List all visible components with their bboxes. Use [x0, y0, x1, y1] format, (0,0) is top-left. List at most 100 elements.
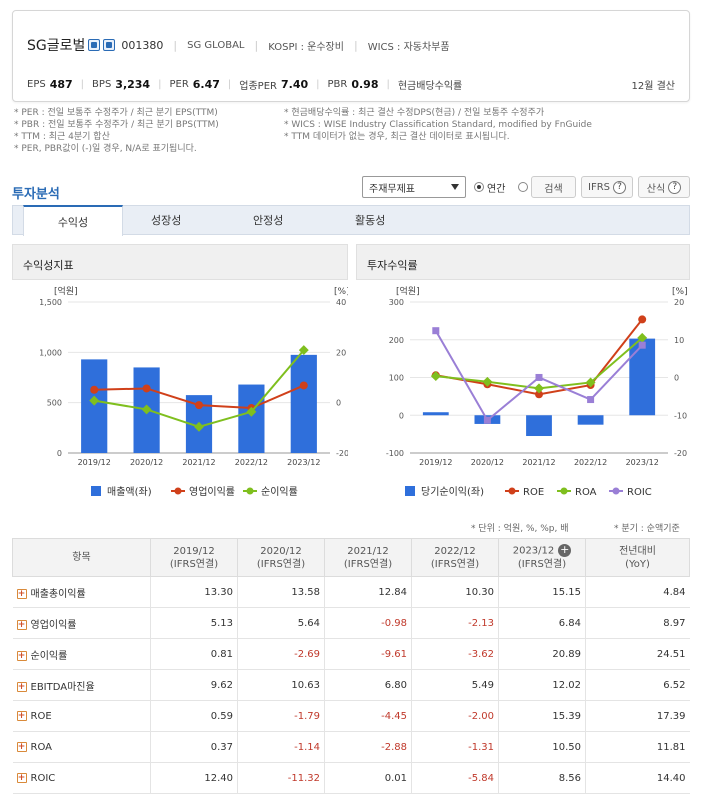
left-tick-label: 300	[389, 298, 404, 307]
column-header-year: 2019/12 (IFRS연결)	[150, 538, 238, 577]
formula-help-button[interactable]: 산식?	[638, 176, 690, 198]
bar	[81, 359, 108, 453]
series-point	[534, 383, 544, 394]
tab-stability[interactable]: 안정성	[253, 214, 284, 227]
bar	[629, 338, 656, 416]
right-axis-label: [%]	[672, 287, 688, 297]
note-line: * 현금배당수익률 : 최근 결산 수정DPS(현금) / 전일 보통주 수정주…	[284, 108, 545, 118]
x-tick-label: 2020/12	[130, 458, 163, 467]
legend-marker	[560, 487, 568, 495]
company-name: SG글로벌	[27, 38, 86, 54]
row-label: ROIC	[30, 772, 56, 784]
metric-value: 0.98	[351, 78, 379, 91]
metric-label: PBR	[327, 79, 348, 90]
series-point	[246, 406, 257, 417]
series-point	[638, 341, 646, 349]
yoy-cell: 8.97	[585, 607, 690, 639]
left-tick-label: 1,500	[39, 298, 62, 307]
series-point	[587, 396, 595, 404]
series-point	[483, 416, 491, 424]
expand-icon[interactable]: +	[16, 650, 27, 661]
return-chart-panel: 투자수익률 [억원] [%] 300 200 100 0 -100 20 10 0 -10 -20 20…	[356, 244, 690, 509]
expand-icon[interactable]: +	[16, 681, 27, 692]
table-cell: 12.84	[324, 576, 412, 608]
expand-icon[interactable]: +	[16, 588, 27, 599]
x-tick-label: 2023/12	[626, 458, 659, 467]
ifrs-help-button[interactable]: IFRS?	[581, 176, 633, 198]
x-tick-label: 2021/12	[182, 458, 215, 467]
right-tick-label: 20	[336, 348, 346, 357]
expand-icon[interactable]: +	[16, 741, 27, 752]
radio-annual[interactable]: 연간	[474, 180, 505, 195]
table-cell: 13.30	[150, 576, 238, 608]
legend-label: 당기순이익(좌)	[421, 486, 484, 498]
tab-growth[interactable]: 성장성	[151, 214, 182, 227]
search-button[interactable]: 검색	[531, 176, 576, 198]
left-axis-label: [억원]	[54, 285, 78, 297]
table-cell: 10.63	[237, 669, 325, 701]
table-cell: -1.79	[237, 700, 325, 732]
series-point	[430, 371, 441, 382]
table-cell: -2.88	[324, 731, 412, 763]
series-point	[89, 395, 100, 406]
legend-marker	[612, 487, 620, 495]
right-axis-label: [%]	[334, 287, 348, 297]
expand-icon[interactable]: +	[16, 710, 27, 721]
table-cell: -0.98	[324, 607, 412, 639]
series-point	[482, 376, 493, 387]
wics-info: WICS : 자동차부품	[367, 41, 450, 53]
table-cell: 8.56	[498, 762, 586, 794]
stock-code: 001380	[121, 38, 164, 52]
home-icon[interactable]	[88, 39, 101, 51]
table-row: + ROIC 12.40 -11.32 0.01 -5.84 8.56 14.40	[12, 762, 690, 794]
x-tick-label: 2019/12	[78, 458, 111, 467]
ir-icon[interactable]	[103, 39, 116, 51]
table-cell: -3.62	[411, 638, 499, 670]
profitability-table: 항목 2019/12 (IFRS연결) 2020/12 (IFRS연결) 2021/12(…	[12, 538, 690, 794]
series-point	[142, 384, 151, 393]
bar	[526, 415, 552, 437]
x-tick-label: 2021/12	[522, 458, 555, 467]
english-name: SG GLOBAL	[187, 39, 245, 51]
table-cell: -2.13	[411, 607, 499, 639]
table-cell: 5.49	[411, 669, 499, 701]
right-tick-label: -20	[674, 449, 687, 458]
row-label: 영업이익률	[30, 619, 77, 631]
note-line: * PER, PBR값이 (-)일 경우, N/A로 표기됩니다.	[14, 144, 197, 154]
table-cell: -1.31	[411, 731, 499, 763]
yoy-cell: 4.84	[585, 576, 690, 608]
right-tick-label: 0	[336, 399, 341, 408]
metric-label: BPS	[92, 79, 112, 90]
left-tick-label: 100	[389, 374, 404, 383]
x-tick-label: 2022/12	[235, 458, 268, 467]
yoy-cell: 17.39	[585, 700, 690, 732]
table-cell: -11.32	[237, 762, 325, 794]
metric-value: 3,234	[115, 78, 151, 91]
help-icon: ?	[613, 180, 626, 194]
add-column-icon[interactable]: +	[558, 543, 572, 558]
metric-label: 업종PER	[239, 81, 277, 92]
statement-select[interactable]: 주재무제표	[362, 176, 466, 198]
left-tick-label: 1,000	[39, 348, 62, 357]
expand-icon[interactable]: +	[16, 619, 27, 630]
table-cell: -5.84	[411, 762, 499, 794]
table-cell: -9.61	[324, 638, 412, 670]
fiscal-year-end: 12월 결산	[631, 81, 675, 92]
right-tick-label: -10	[674, 411, 687, 420]
note-line: * PBR : 전일 보통주 수정주가 / 최근 분기 BPS(TTM)	[14, 120, 219, 130]
left-tick-label: -100	[386, 449, 404, 458]
tab-profitability[interactable]: 수익성	[23, 205, 123, 236]
radio-dot-icon	[518, 182, 528, 192]
profitability-chart: [억원] [%] 1,500 1,000 500 0 40 20 0 -20 2019/12 2020…	[39, 285, 348, 498]
legend-marker	[246, 487, 254, 495]
metric-label: PER	[169, 79, 189, 90]
yoy-cell: 6.52	[585, 669, 690, 701]
table-cell: 9.62	[150, 669, 238, 701]
table-cell: 13.58	[237, 576, 325, 608]
series-point	[299, 381, 308, 390]
yoy-cell: 11.81	[585, 731, 690, 763]
tab-activity[interactable]: 활동성	[355, 214, 386, 227]
expand-icon[interactable]: +	[16, 772, 27, 783]
note-line: * TTM 데이터가 없는 경우, 최근 결산 데이터로 표시됩니다.	[284, 132, 510, 142]
column-header-year: 2021/12 (IFRS연결)	[324, 538, 412, 577]
